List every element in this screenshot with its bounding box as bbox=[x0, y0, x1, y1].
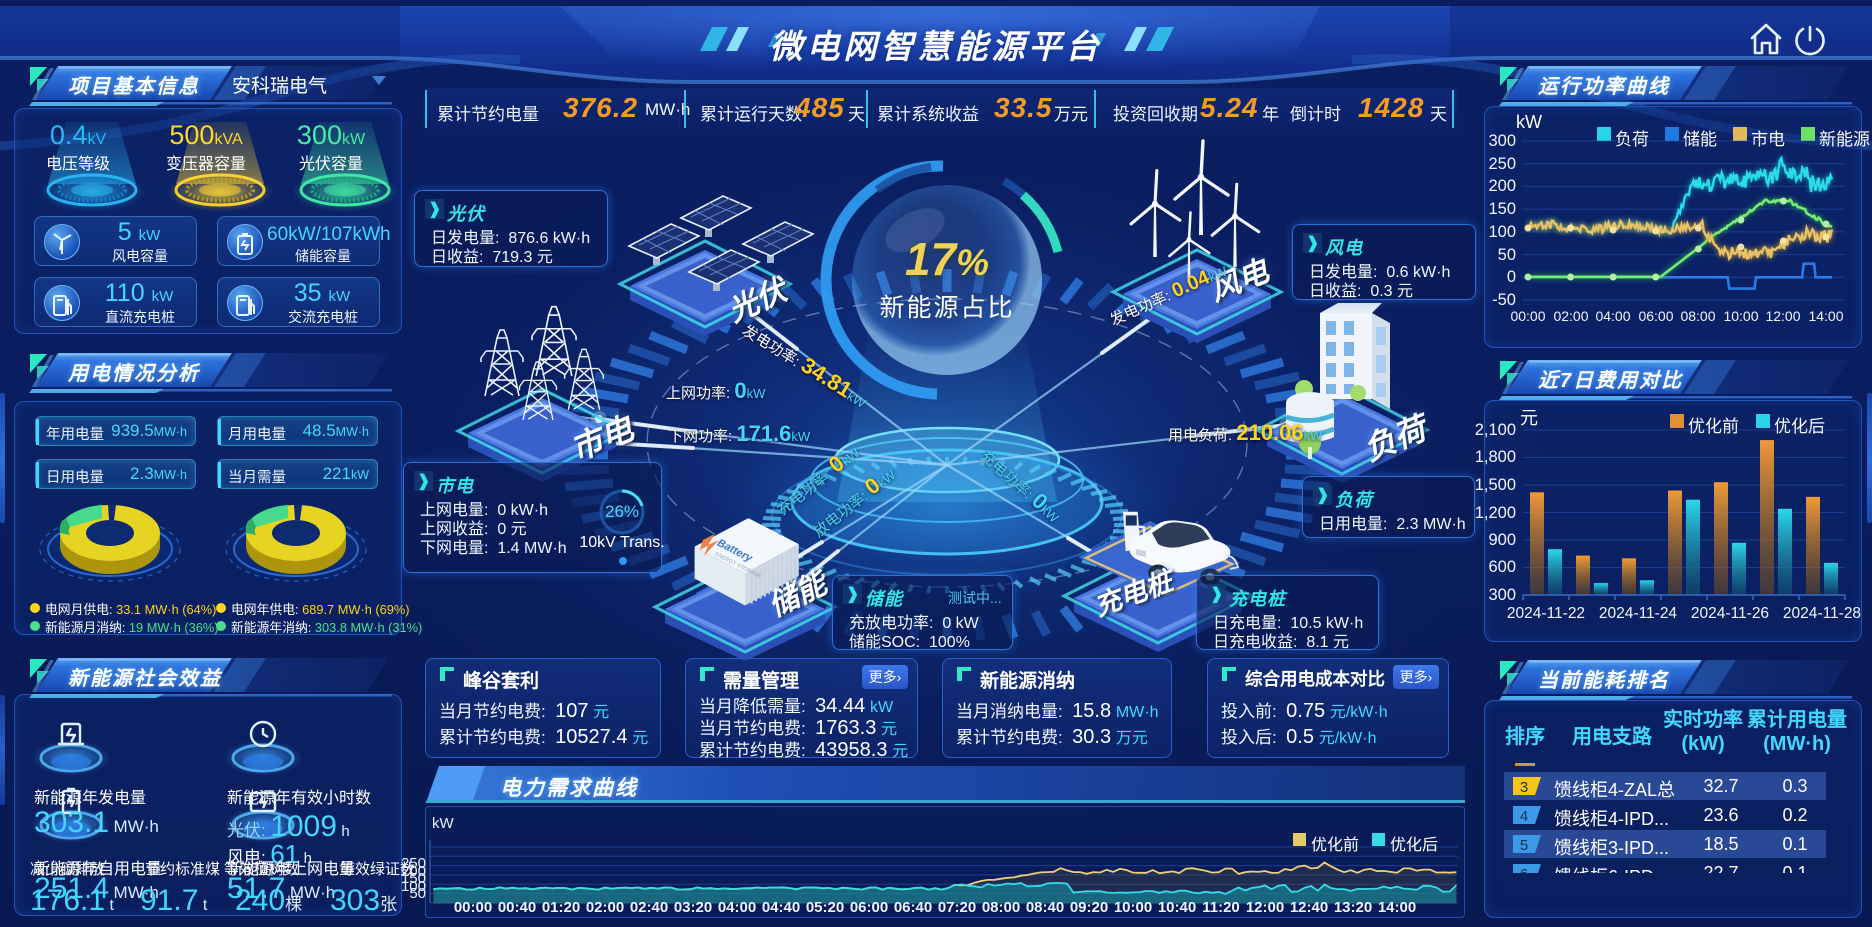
svg-text:6: 6 bbox=[1520, 866, 1528, 873]
svg-text:4: 4 bbox=[1520, 808, 1528, 825]
svg-text:3: 3 bbox=[1520, 779, 1528, 796]
svg-text:5: 5 bbox=[1520, 837, 1528, 854]
